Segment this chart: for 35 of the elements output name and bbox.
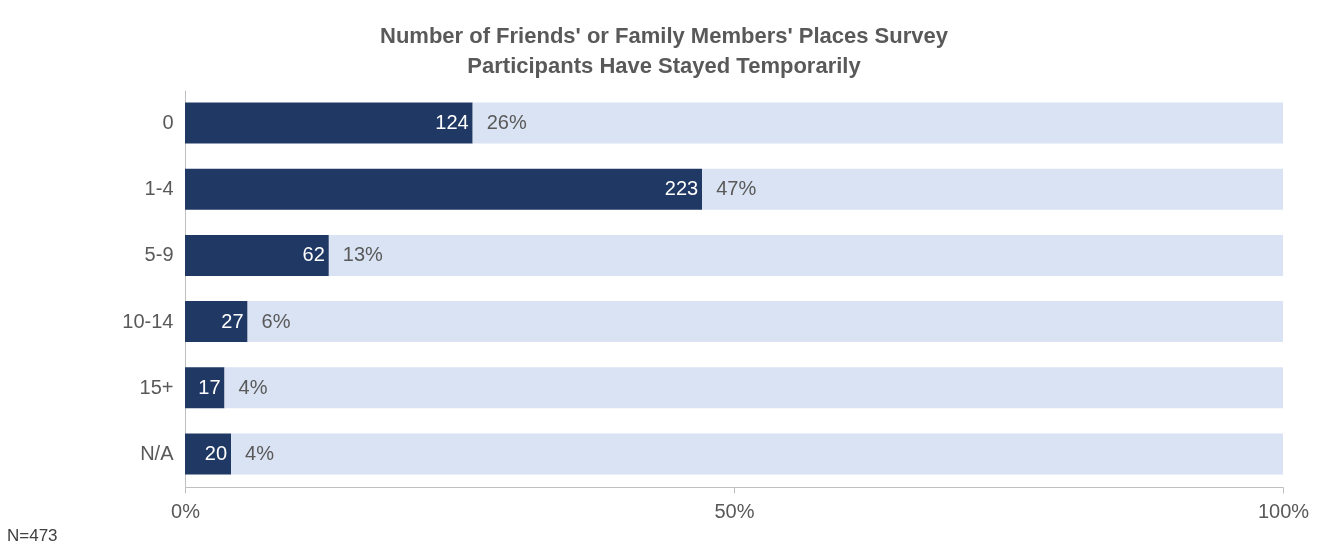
- bar: [185, 367, 225, 409]
- y-tick-label: 0: [162, 111, 174, 134]
- x-tick-label: 0%: [171, 499, 201, 522]
- bar: [224, 367, 1283, 409]
- annotation: 27: [221, 309, 244, 332]
- annotation: 20: [204, 441, 228, 464]
- bar: [247, 301, 1283, 343]
- bar: [185, 234, 329, 276]
- data-label: 13%: [342, 243, 384, 266]
- x-tick-label: 100%: [1257, 499, 1310, 522]
- data-label: 4%: [245, 441, 275, 464]
- annotation: 223: [664, 177, 699, 200]
- y-tick-label: N/A: [140, 441, 175, 464]
- bar: [185, 301, 248, 343]
- bar: [231, 433, 1283, 475]
- bar: [702, 168, 1283, 210]
- y-tick-label: 5-9: [144, 243, 174, 266]
- bar: [328, 234, 1283, 276]
- y-tick-label: 1-4: [144, 177, 174, 200]
- annotation: 62: [302, 243, 325, 266]
- data-label: 26%: [486, 111, 527, 134]
- data-label: 6%: [261, 309, 291, 332]
- data-label: 47%: [716, 177, 757, 200]
- bar: [185, 433, 232, 475]
- y-tick-label: 15+: [139, 375, 174, 398]
- y-tick-label: 10-14: [122, 309, 174, 332]
- bar: [185, 168, 703, 210]
- annotation: 17: [198, 375, 221, 398]
- bar: [472, 102, 1283, 144]
- annotation: 124: [435, 111, 469, 134]
- bar: [185, 102, 473, 144]
- text: N=473: [7, 526, 58, 543]
- x-tick-label: 50%: [714, 499, 755, 522]
- chart-title: Number of Friends' or Family Members' Places Survey Participants Have Stayed Temporarily: [380, 23, 949, 78]
- data-label: 4%: [238, 375, 268, 398]
